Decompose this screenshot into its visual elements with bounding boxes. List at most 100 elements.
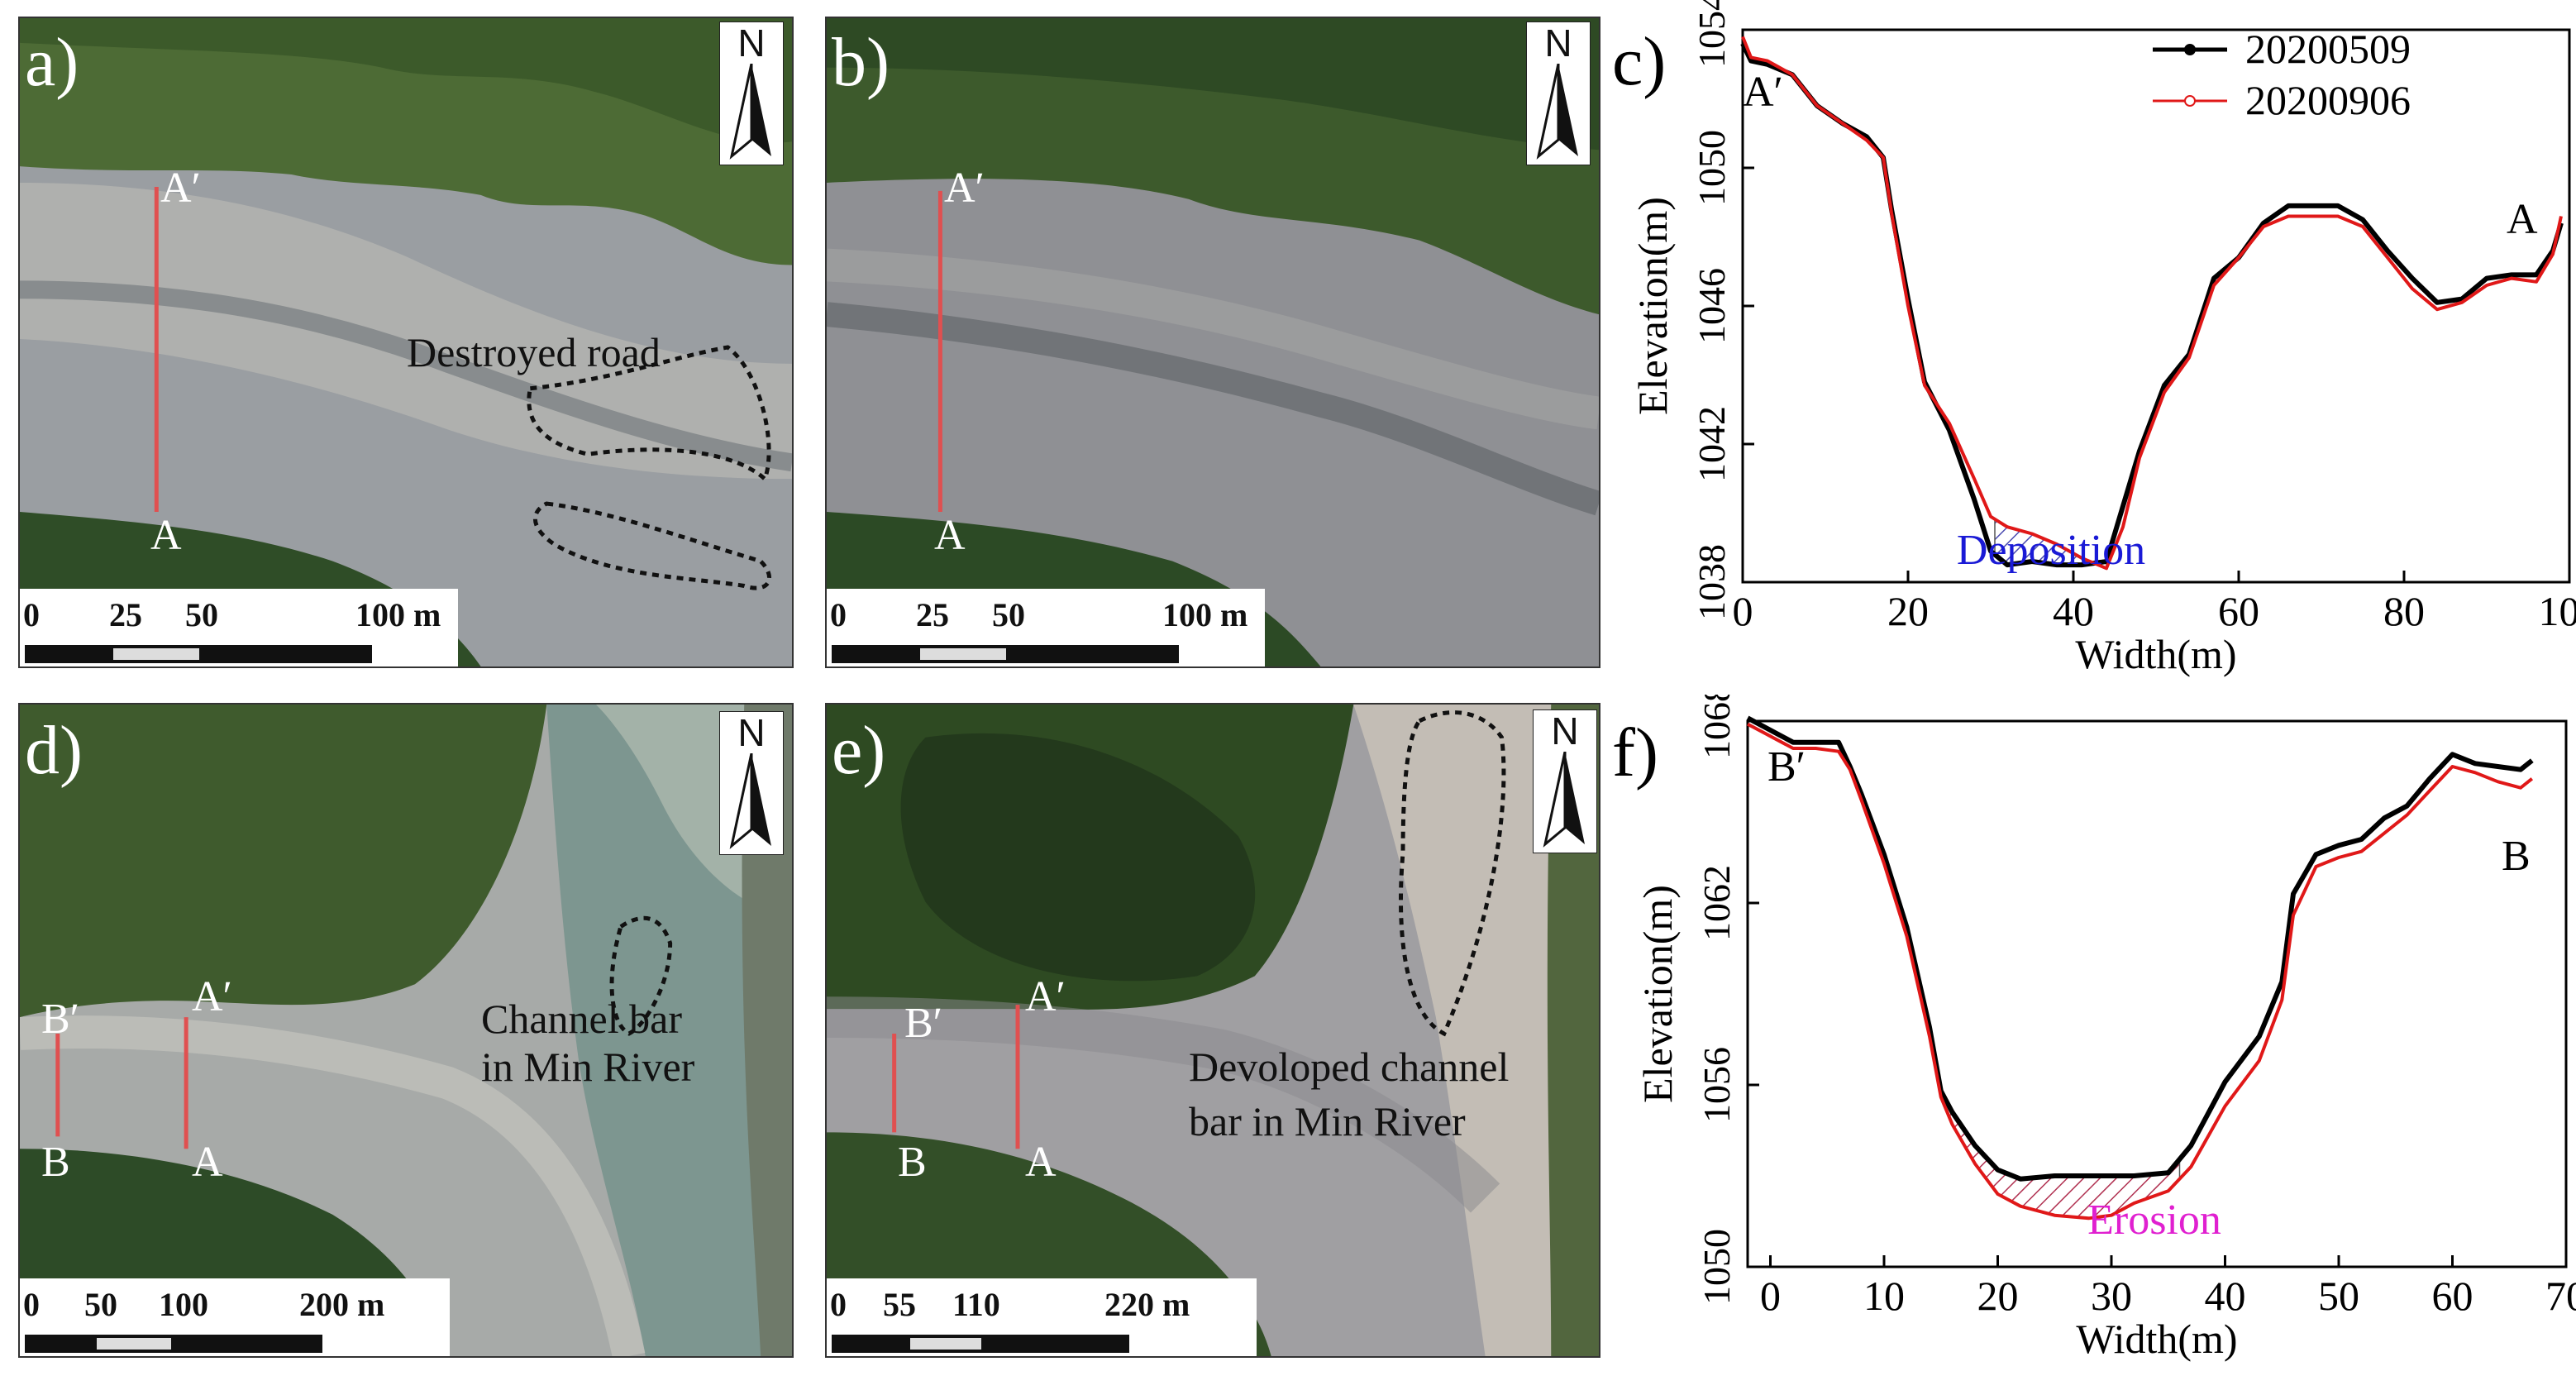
x-tick-label: 0 [1760, 1273, 1781, 1319]
y-tick-label: 1050 [1696, 1229, 1738, 1305]
series-line-20200509 [1748, 718, 2532, 1178]
scale-bar-segment [97, 1338, 171, 1350]
y-tick-label: 1046 [1691, 268, 1733, 344]
x-tick-label: 20 [1887, 588, 1929, 634]
legend-label-20200906: 20200906 [2245, 77, 2411, 123]
x-tick-label: 10 [1863, 1273, 1905, 1319]
x-tick-label: 60 [2432, 1273, 2473, 1319]
y-axis-label: Elevation(m) [1634, 885, 1681, 1103]
legend-marker-20200509 [2185, 45, 2195, 55]
scale-tick: 220 m [1104, 1288, 1190, 1321]
section-label-top: A′ [160, 167, 201, 210]
y-tick-label: 1050 [1691, 130, 1733, 206]
scale-tick: 110 [952, 1288, 1000, 1321]
section-label-a-top: A′ [1025, 976, 1066, 1019]
scale-tick: 0 [830, 599, 847, 632]
north-arrow-icon [1534, 64, 1583, 161]
north-arrow-d: N [719, 711, 784, 855]
scale-bar-e: 0 55 110 220 m [827, 1278, 1257, 1358]
north-arrow-icon [727, 753, 776, 851]
panel-a-aerial-image: a) N A′ A Destroyed road 0 25 50 100 m [18, 17, 794, 668]
scale-tick: 25 [109, 599, 142, 632]
legend-marker-20200906 [2185, 96, 2195, 106]
scale-bar-b: 0 25 50 100 m [827, 589, 1265, 668]
scale-tick: 55 [883, 1288, 916, 1321]
chart-c-svg: 02040608010010381042104610501054Width(m)… [1600, 0, 2576, 695]
scale-bar-segment [920, 648, 1006, 660]
x-tick-label: 40 [2205, 1273, 2246, 1319]
scale-bar-segment [910, 1338, 981, 1350]
x-tick-label: 30 [2091, 1273, 2132, 1319]
y-tick-label: 1056 [1696, 1047, 1738, 1123]
x-tick-label: 0 [1733, 588, 1753, 634]
destroyed-road-annotation: Destroyed road [407, 331, 661, 375]
north-letter: N [1527, 24, 1590, 62]
scale-bar-segment [25, 1335, 322, 1353]
scale-tick: 0 [830, 1288, 847, 1321]
x-tick-label: 70 [2545, 1273, 2576, 1319]
channel-bar-annotation-line2: in Min River [481, 1045, 694, 1089]
scale-tick: 100 [159, 1288, 208, 1321]
profile-end-label: A [2507, 196, 2538, 243]
section-label-a-bottom: A [192, 1141, 223, 1184]
scale-bar-segment [113, 648, 199, 660]
panel-label-b: b) [832, 28, 890, 98]
scale-tick: 50 [992, 599, 1025, 632]
panel-b-aerial-image: b) N A′ A 0 25 50 100 m [825, 17, 1600, 668]
x-tick-label: 50 [2318, 1273, 2359, 1319]
scale-tick: 25 [916, 599, 949, 632]
scale-tick: 200 m [299, 1288, 384, 1321]
panel-label: f) [1612, 714, 1658, 791]
scale-tick: 0 [23, 1288, 40, 1321]
panel-label-e: e) [832, 716, 885, 786]
profile-start-label: B′ [1767, 743, 1806, 791]
series-line-20200509 [1743, 44, 2561, 565]
section-label-bottom: A [934, 514, 966, 557]
developed-channel-bar-annotation-line1: Devoloped channel [1189, 1045, 1509, 1089]
north-arrow-icon [1540, 752, 1590, 849]
channel-bar-annotation-line1: Channel bar [481, 997, 682, 1041]
scale-bar-a: 0 25 50 100 m [20, 589, 458, 668]
y-tick-label: 1062 [1696, 865, 1738, 941]
section-label-top: A′ [944, 167, 985, 210]
scale-tick: 0 [23, 599, 40, 632]
north-arrow-icon [727, 64, 776, 161]
section-label-a-top: A′ [192, 976, 232, 1019]
chart-f-cross-section: 0102030405060701050105610621068Width(m)E… [1600, 695, 2576, 1391]
x-tick-label: 100 [2539, 588, 2576, 634]
difference-area-label: Erosion [2087, 1197, 2221, 1244]
aerial-photo-e [827, 705, 1599, 1356]
section-label-b-top: B′ [41, 998, 79, 1041]
scale-tick: 100 m [1162, 599, 1247, 632]
section-label-b-bottom: B [898, 1141, 927, 1184]
section-label-b-bottom: B [41, 1141, 70, 1184]
panel-label: c) [1612, 23, 1666, 100]
north-letter: N [720, 714, 783, 752]
x-axis-label: Width(m) [2075, 631, 2236, 677]
y-tick-label: 1038 [1691, 544, 1733, 620]
x-tick-label: 40 [2053, 588, 2094, 634]
section-label-b-top: B′ [904, 1002, 942, 1045]
chart-f-svg: 0102030405060701050105610621068Width(m)E… [1600, 695, 2576, 1391]
section-label-a-bottom: A [1025, 1141, 1057, 1184]
north-arrow-a: N [719, 21, 784, 165]
profile-start-label: A′ [1743, 69, 1783, 116]
y-tick-label: 1068 [1696, 695, 1738, 759]
x-tick-label: 60 [2218, 588, 2259, 634]
x-axis-label: Width(m) [2076, 1316, 2237, 1362]
chart-c-cross-section: 02040608010010381042104610501054Width(m)… [1600, 0, 2576, 695]
panel-d-aerial-image: d) N B′ B A′ A Channel bar in Min River … [18, 703, 794, 1358]
panel-label-a: a) [25, 28, 79, 98]
legend-label-20200509: 20200509 [2245, 26, 2411, 72]
aerial-photo-a [20, 18, 792, 666]
x-tick-label: 80 [2383, 588, 2425, 634]
aerial-photo-b [827, 18, 1599, 666]
panel-label-d: d) [25, 716, 83, 786]
north-letter: N [1534, 712, 1596, 750]
scale-bar-d: 0 50 100 200 m [20, 1278, 450, 1358]
scale-tick: 50 [84, 1288, 117, 1321]
profile-end-label: B [2502, 833, 2531, 880]
y-tick-label: 1054 [1691, 0, 1733, 68]
north-letter: N [720, 24, 783, 62]
developed-channel-bar-annotation-line2: bar in Min River [1189, 1100, 1466, 1144]
